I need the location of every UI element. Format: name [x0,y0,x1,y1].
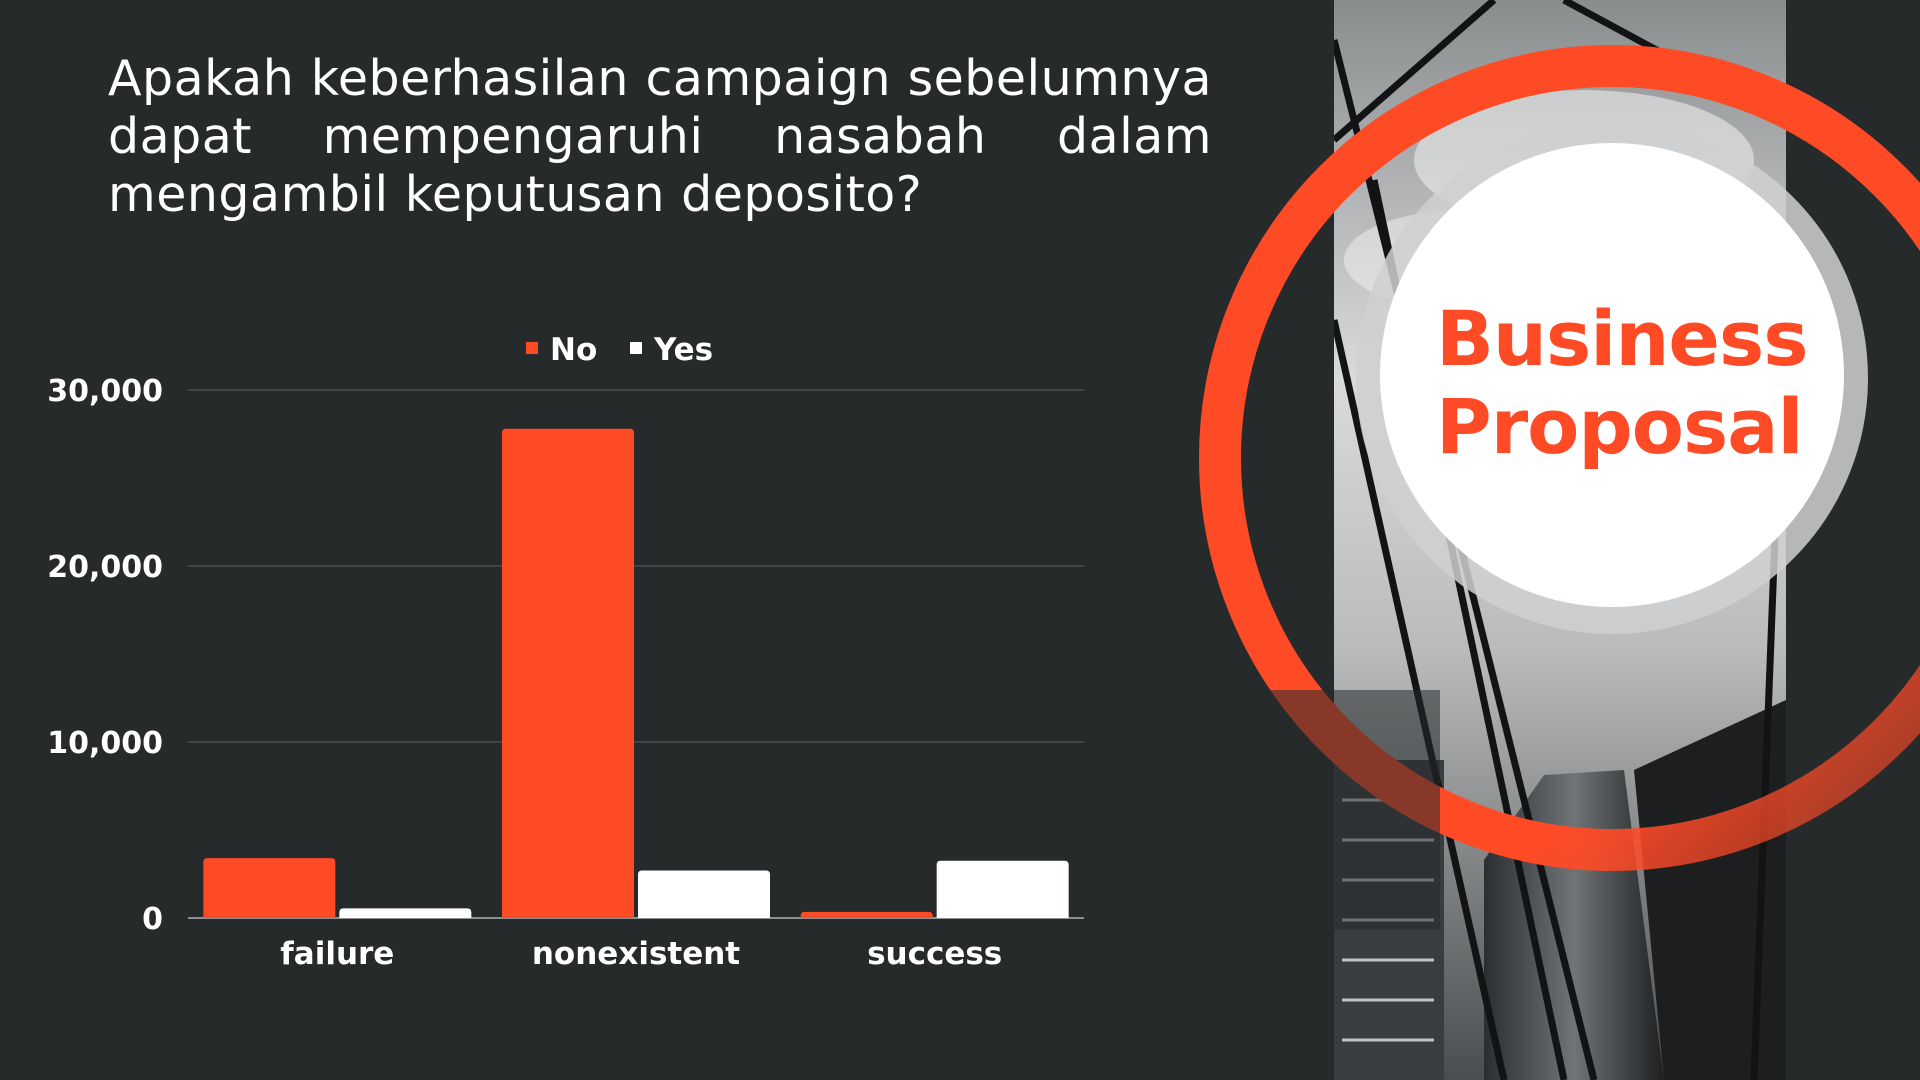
bar-yes-failure [339,908,472,918]
bar-chart: 0 10,000 20,000 30,000 failure nonexistent suc… [47,332,1084,972]
bar-yes-success [936,860,1069,918]
title-line-2: Proposal [1436,382,1804,471]
x-tick-label: nonexistent [532,936,740,972]
bar-yes-nonexistent [638,870,770,918]
x-tick-label: success [867,936,1002,972]
y-tick-label: 10,000 [47,726,163,761]
legend-swatch-yes [630,342,642,354]
x-tick-label: failure [280,936,394,972]
y-tick-label: 30,000 [47,374,163,409]
building-photo [1334,0,1786,1080]
bar-no-nonexistent [502,428,634,918]
building-illustration [1334,0,1786,1080]
legend-swatch-no [526,342,538,354]
business-proposal-title: Business Proposal [1436,294,1808,471]
slide-question: Apakah keberhasilan campaign sebelumnya … [108,50,1212,223]
title-line-1: Business [1436,294,1808,383]
legend-label-yes: Yes [653,332,713,368]
y-tick-label: 20,000 [47,550,163,585]
bar-no-failure [203,858,336,918]
y-tick-label: 0 [142,902,163,937]
bar-no-success [800,911,933,918]
legend-label-no: No [550,332,597,368]
